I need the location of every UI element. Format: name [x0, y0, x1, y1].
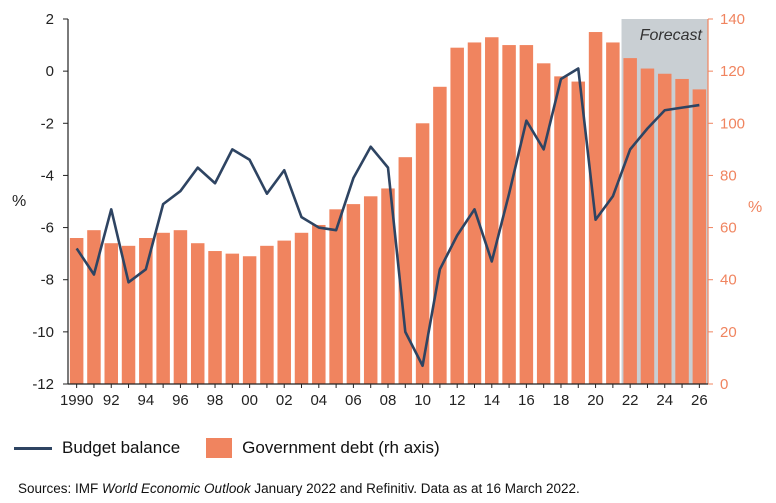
debt-bar-2004: [312, 224, 326, 384]
debt-bar-2001: [260, 245, 274, 384]
legend-line-swatch: [14, 446, 52, 450]
x-tick-label: 18: [553, 392, 570, 409]
debt-bar-2009: [398, 157, 413, 384]
debt-bar-1997: [190, 243, 205, 384]
debt-bar-1999: [225, 253, 240, 384]
right-tick-label: 80: [720, 167, 737, 184]
budget-balance-line: [75, 67, 700, 368]
debt-bar-2011: [433, 86, 447, 384]
legend-government-debt: Government debt (rh axis): [242, 438, 440, 457]
x-tick-label: 92: [103, 392, 120, 409]
chart: Forecast -12-10-8-6-4-202020406080100120…: [12, 11, 762, 409]
x-tick-label: 10: [414, 392, 431, 409]
left-axis-unit: %: [12, 193, 26, 210]
debt-bar-2025: [675, 78, 689, 385]
debt-bar-2017: [536, 63, 551, 384]
debt-bar-2012: [450, 47, 464, 385]
left-tick-label: -6: [41, 220, 54, 237]
left-tick-label: -12: [32, 376, 54, 393]
debt-bar-1992: [104, 243, 118, 384]
legend: Budget balance Government debt (rh axis): [14, 436, 440, 460]
left-tick-label: -2: [41, 115, 54, 132]
debt-bar-1990: [69, 238, 84, 384]
x-tick-label: 04: [310, 392, 327, 409]
debt-bar-1996: [173, 230, 188, 384]
x-tick-label: 94: [137, 392, 154, 409]
debt-bar-2002: [277, 240, 291, 384]
legend-bar-swatch: [206, 438, 233, 458]
debt-bar-1995: [156, 232, 170, 384]
debt-bars: [69, 32, 707, 385]
debt-bar-2010: [415, 123, 430, 384]
left-tick-label: -10: [32, 324, 54, 341]
right-tick-label: 0: [720, 376, 728, 393]
debt-bar-2023: [640, 68, 655, 384]
debt-bar-2006: [346, 204, 361, 384]
right-tick-label: 100: [720, 115, 745, 132]
x-tick-label: 08: [380, 392, 397, 409]
x-tick-label: 06: [345, 392, 362, 409]
left-tick-label: 0: [46, 63, 54, 80]
left-tick-label: 2: [46, 11, 54, 28]
x-tick-label: 1990: [60, 392, 93, 409]
x-tick-label: 16: [518, 392, 535, 409]
x-tick-label: 24: [656, 392, 673, 409]
debt-bar-2026: [692, 89, 707, 384]
right-tick-label: 20: [720, 324, 737, 341]
x-tick-label: 12: [449, 392, 466, 409]
debt-bar-2018: [554, 76, 568, 385]
debt-bar-2019: [571, 81, 586, 384]
x-tick-label: 22: [622, 392, 639, 409]
source-suffix: January 2022 and Refinitiv. Data as at 1…: [250, 481, 580, 496]
left-tick-label: -8: [41, 272, 54, 289]
x-tick-label: 96: [172, 392, 189, 409]
debt-bar-2020: [588, 32, 603, 384]
debt-bar-2005: [329, 209, 343, 384]
debt-bar-2015: [502, 45, 516, 384]
debt-bar-2014: [485, 37, 499, 384]
right-tick-label: 40: [720, 272, 737, 289]
debt-bar-2024: [658, 73, 672, 384]
source-prefix: Sources: IMF: [18, 481, 103, 496]
debt-bar-2021: [606, 42, 620, 385]
x-tick-label: 14: [483, 392, 500, 409]
x-tick-label: 26: [691, 392, 708, 409]
x-tick-label: 20: [587, 392, 604, 409]
debt-bar-2007: [363, 196, 378, 384]
right-tick-label: 60: [720, 220, 737, 237]
x-tick-label: 02: [276, 392, 293, 409]
x-tick-label: 00: [241, 392, 258, 409]
source-publication: World Economic Outlook: [102, 481, 251, 496]
forecast-label: Forecast: [640, 27, 703, 44]
source-note: Sources: IMF World Economic Outlook Janu…: [18, 481, 580, 496]
right-tick-label: 140: [720, 11, 745, 28]
right-axis-unit: %: [748, 199, 762, 216]
right-tick-label: 120: [720, 63, 745, 80]
debt-bar-2008: [381, 188, 395, 384]
left-tick-label: -4: [41, 167, 54, 184]
debt-bar-1994: [139, 238, 153, 384]
debt-bar-2016: [519, 45, 534, 384]
debt-bar-2000: [242, 256, 257, 384]
debt-bar-1998: [208, 251, 222, 384]
x-tick-label: 98: [207, 392, 224, 409]
debt-bar-2003: [294, 232, 309, 384]
debt-bar-2022: [623, 58, 637, 385]
legend-budget-balance: Budget balance: [62, 438, 181, 457]
